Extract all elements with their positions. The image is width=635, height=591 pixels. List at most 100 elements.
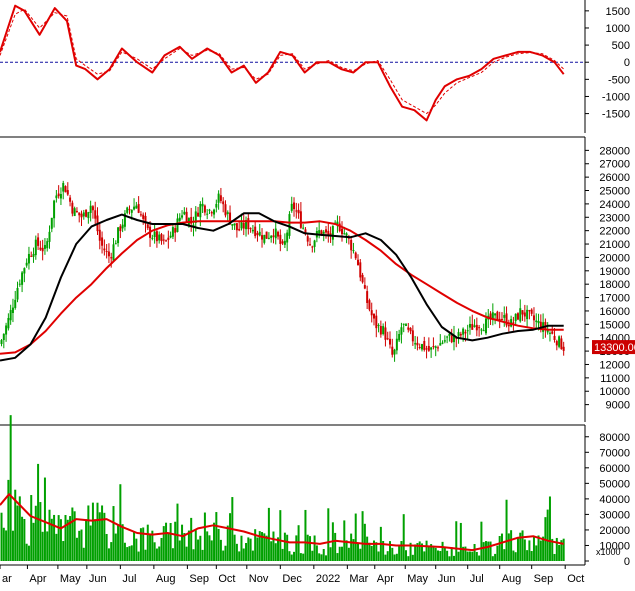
candle-body (59, 194, 62, 199)
x-axis-month-label: Jun (89, 573, 107, 585)
candle-body (537, 320, 540, 324)
volume-bar (523, 539, 526, 561)
candle-body (436, 347, 439, 349)
volume-bar (384, 554, 387, 561)
volume-bar (57, 515, 60, 561)
volume-bar (507, 533, 510, 561)
x-axis-month-label: 2022 (316, 573, 340, 585)
candle-body (224, 204, 227, 216)
volume-bar (101, 505, 104, 561)
candle-body (414, 343, 417, 345)
ma-slow-line (0, 220, 564, 355)
candle-body (208, 209, 211, 211)
volume-bar (249, 538, 252, 561)
candle-body (215, 203, 218, 208)
candle-body (272, 235, 275, 237)
volume-bar (199, 535, 202, 561)
candle-body (144, 215, 147, 224)
volume-bar (519, 532, 522, 561)
volume-bar (423, 551, 426, 561)
candle-body (27, 253, 30, 264)
volume-bar (110, 542, 113, 561)
x-axis-month-label: May (407, 573, 428, 585)
volume-bar (546, 509, 549, 561)
candle-body (240, 222, 243, 229)
last-price-label: 13300.00 (594, 342, 635, 354)
candle-body (377, 324, 380, 326)
macd-tick-label: 1500 (606, 6, 630, 18)
candle-body (320, 230, 323, 235)
volume-bar (363, 523, 366, 561)
candle-body (101, 237, 104, 246)
candle-body (178, 217, 181, 221)
volume-bar (107, 548, 110, 561)
candle-body (247, 218, 250, 230)
candle-body (114, 243, 117, 245)
volume-bar (91, 502, 94, 561)
volume-unit-label: x1000 (596, 547, 621, 557)
volume-bar (491, 556, 494, 561)
volume-bar (386, 551, 389, 561)
candle-body (18, 283, 21, 285)
candle-body (57, 193, 60, 197)
volume-bar (393, 554, 396, 561)
volume-bar (208, 535, 211, 561)
volume-bar (146, 524, 149, 561)
candle-body (53, 200, 56, 219)
volume-bar (318, 553, 321, 561)
volume-bar (41, 531, 44, 561)
candle-body (514, 313, 517, 322)
volume-bar (142, 527, 145, 561)
volume-bar (222, 550, 225, 561)
candle-body (66, 190, 69, 195)
candle-body (354, 252, 357, 259)
volume-bar (375, 542, 378, 561)
volume-bar (446, 550, 449, 561)
volume-bar (85, 519, 88, 561)
candle-body (361, 274, 364, 283)
volume-bar (327, 508, 330, 561)
candle-body (206, 213, 209, 215)
volume-bar (30, 495, 33, 561)
volume-bar (155, 548, 158, 561)
x-axis-month-label: ar (2, 573, 12, 585)
volume-bar (402, 514, 405, 561)
candle-body (146, 224, 149, 229)
volume-bar (50, 518, 53, 561)
volume-bar (87, 505, 90, 561)
candle-body (231, 224, 234, 226)
volume-panel: 80000 70000 60000 50000 40000 30000 20000 10000… (0, 415, 630, 568)
x-axis-month-label: Sep (189, 573, 209, 585)
volume-bar (53, 514, 56, 561)
candle-body (350, 239, 353, 251)
macd-signal-line (0, 8, 565, 115)
candle-body (128, 209, 131, 211)
x-axis-month-label: Dec (282, 573, 302, 585)
volume-bar (475, 551, 478, 561)
volume-bar (167, 534, 170, 561)
volume-bar (450, 547, 453, 561)
candle-body (135, 205, 138, 209)
candle-body (510, 319, 513, 327)
candle-body (197, 212, 200, 217)
candle-body (139, 214, 142, 216)
candle-body (418, 346, 421, 348)
price-tick-label: 24000 (599, 199, 630, 211)
candle-body (98, 229, 101, 241)
volume-bar (478, 555, 481, 561)
candle-body (359, 262, 362, 278)
volume-bar (103, 512, 106, 561)
candle-body (199, 203, 202, 218)
volume-bar (94, 519, 97, 561)
volume-bar (194, 530, 197, 561)
price-tick-label: 22000 (599, 226, 630, 238)
volume-bar (213, 522, 216, 561)
candle-body (336, 221, 339, 225)
volume-bar (459, 522, 462, 561)
volume-bar (64, 515, 67, 561)
candle-body (142, 214, 145, 219)
volume-bar (89, 525, 92, 561)
candle-body (91, 206, 94, 211)
candle-body (423, 340, 426, 350)
